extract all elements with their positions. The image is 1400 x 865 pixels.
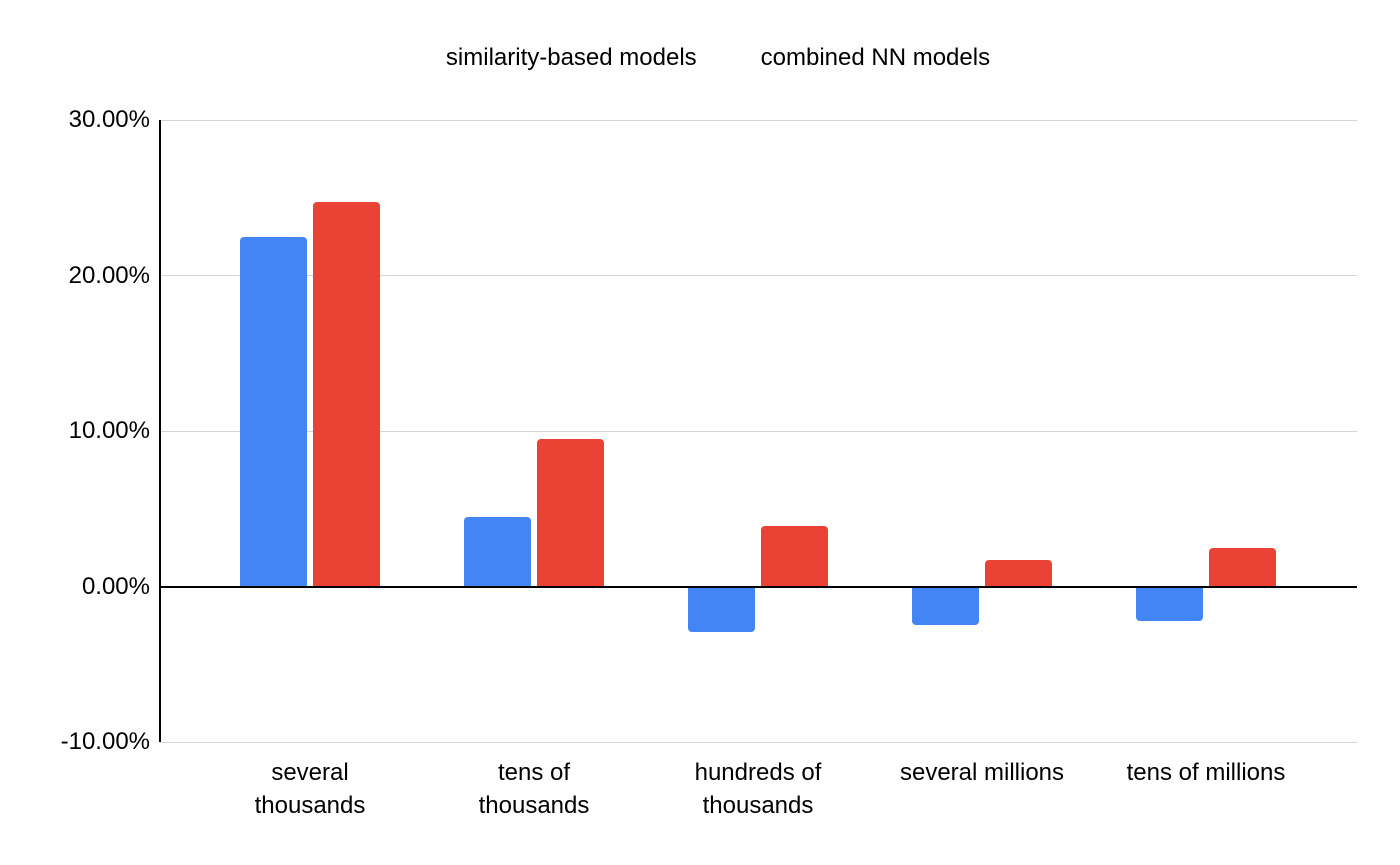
gridline bbox=[160, 119, 1357, 121]
bar-combined-NN-models bbox=[985, 560, 1052, 587]
y-tick-label: 0.00% bbox=[81, 572, 150, 600]
y-tick-label: 20.00% bbox=[68, 261, 150, 289]
x-category-label: tens of thousands bbox=[478, 759, 590, 819]
legend-item-combined-nn-models: combined NN models bbox=[725, 44, 990, 72]
bar-combined-NN-models bbox=[313, 202, 380, 587]
bar-combined-NN-models bbox=[1209, 547, 1276, 587]
x-category-label: several millions bbox=[899, 759, 1065, 786]
x-category-label: tens of millions bbox=[1126, 759, 1286, 786]
y-tick-label: 10.00% bbox=[68, 417, 150, 444]
bar-similarity-based-models bbox=[912, 586, 979, 626]
gridline bbox=[160, 741, 1357, 743]
legend-label-combined-nn-models: combined NN models bbox=[760, 44, 991, 71]
y-axis-line bbox=[159, 120, 161, 742]
bar-similarity-based-models bbox=[240, 236, 307, 587]
legend-item-similarity-based-models: similarity-based models bbox=[410, 44, 697, 72]
legend-label-similarity-based-models: similarity-based models bbox=[445, 44, 697, 71]
bar-similarity-based-models bbox=[688, 586, 755, 632]
bar-similarity-based-models bbox=[464, 516, 531, 587]
y-tick-label: -10.00% bbox=[60, 728, 150, 755]
bar-combined-NN-models bbox=[537, 438, 604, 587]
bar-similarity-based-models bbox=[1136, 586, 1203, 621]
legend: similarity-based models combined NN mode… bbox=[0, 44, 1400, 72]
x-category-label: several thousands bbox=[254, 759, 366, 819]
x-category-label: hundreds of thousands bbox=[694, 759, 822, 819]
gridline bbox=[160, 430, 1357, 432]
x-axis-zero-line bbox=[160, 585, 1357, 588]
gridline bbox=[160, 275, 1357, 276]
y-tick-label: 30.00% bbox=[68, 106, 150, 133]
bar-combined-NN-models bbox=[761, 525, 828, 587]
